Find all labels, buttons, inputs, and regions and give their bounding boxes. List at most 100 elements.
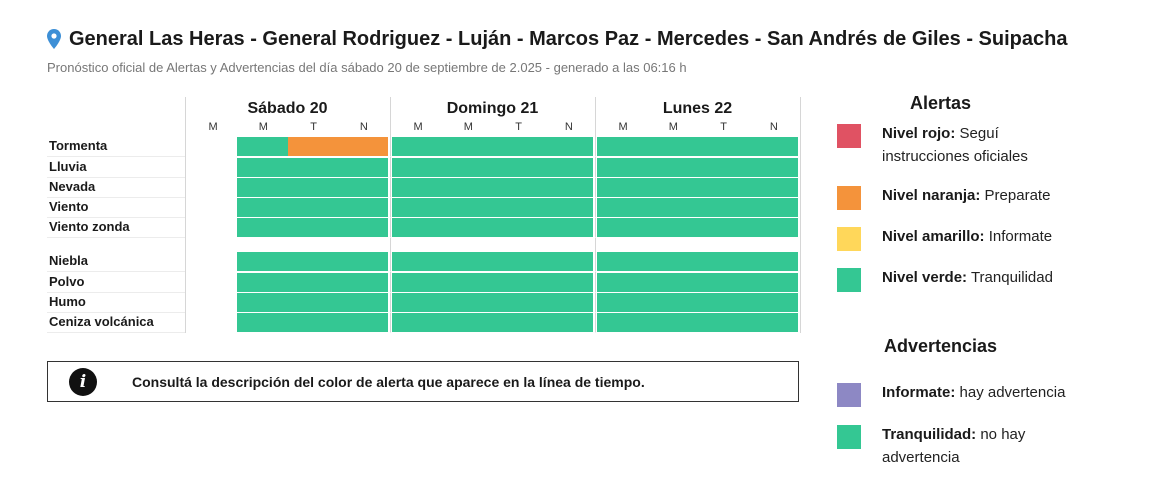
timeline-cell: [337, 158, 388, 177]
period-label: M: [413, 121, 423, 133]
timeline-cell: [747, 313, 798, 332]
period-label: N: [564, 121, 573, 133]
legend-level-desc: Informate: [988, 228, 1053, 245]
timeline-cell: [287, 137, 339, 156]
day-header: Lunes 22: [662, 100, 733, 117]
timeline-cell: [392, 198, 444, 217]
timeline-cell: [542, 293, 593, 312]
timeline-cell: [392, 158, 444, 177]
legend-level-label: Nivel naranja:: [882, 187, 981, 204]
timeline-cell: [237, 218, 289, 237]
timeline-cell: [287, 198, 339, 217]
timeline-cell: [647, 178, 699, 197]
timeline-cell: [647, 158, 699, 177]
timeline-cell: [542, 158, 593, 177]
cell-divider: [237, 197, 799, 198]
row-label-humo: Humo: [49, 294, 86, 309]
legend-item-advertencias: Tranquilidad: no hay advertencia: [882, 423, 1072, 469]
timeline-cell: [442, 273, 494, 292]
row-label-viento-zonda: Viento zonda: [49, 219, 130, 234]
advertencias-legend-title: Advertencias: [884, 336, 998, 356]
timeline-cell: [647, 313, 699, 332]
page-title: General Las Heras - General Rodriguez - …: [47, 26, 1067, 52]
legend-level-desc: hay advertencia: [959, 384, 1066, 401]
row-label-nevada: Nevada: [49, 179, 96, 194]
legend-item-alertas: Nivel naranja: Preparate: [882, 184, 1082, 207]
cell-divider: [237, 332, 799, 333]
timeline-cell: [697, 252, 749, 271]
cell-divider: [237, 156, 799, 157]
title-text: General Las Heras - General Rodriguez - …: [69, 27, 1068, 50]
timeline-cell: [747, 198, 798, 217]
legend-level-label: Nivel verde:: [882, 269, 968, 286]
cell-divider: [237, 312, 799, 313]
timeline-cell: [597, 218, 649, 237]
timeline-cell: [747, 158, 798, 177]
timeline-cell: [697, 178, 749, 197]
timeline-cell: [442, 293, 494, 312]
timeline-cell: [747, 218, 798, 237]
timeline-cell: [287, 218, 339, 237]
timeline-cell: [597, 293, 649, 312]
timeline-cell: [492, 252, 544, 271]
timeline-cell: [287, 313, 339, 332]
timeline-cell: [337, 293, 388, 312]
timeline-cell: [337, 198, 388, 217]
legend-item-alertas: Nivel rojo: Seguí instrucciones oficiale…: [882, 122, 1072, 168]
info-text: Consultá la descripción del color de ale…: [132, 374, 645, 390]
timeline-cell: [542, 198, 593, 217]
timeline-cell: [492, 158, 544, 177]
timeline-cell: [697, 293, 749, 312]
timeline-cell: [697, 218, 749, 237]
grid-separator: [595, 97, 596, 333]
timeline-cell: [542, 137, 593, 156]
row-label-ceniza-volc-nica: Ceniza volcánica: [49, 314, 154, 329]
period-label: M: [463, 121, 473, 133]
timeline-cell: [392, 293, 444, 312]
legend-level-desc: Seguí instrucciones oficiales: [882, 125, 1028, 165]
timeline-cell: [442, 252, 494, 271]
legend-swatch-amarillo: [837, 227, 861, 251]
alertas-legend-title: Alertas: [910, 93, 972, 113]
timeline-cell: [337, 218, 388, 237]
timeline-cell: [697, 273, 749, 292]
legend-level-desc: Preparate: [984, 187, 1051, 204]
timeline-cell: [337, 252, 388, 271]
timeline-cell: [237, 198, 289, 217]
legend-swatch-rojo: [837, 124, 861, 148]
grid-separator: [390, 97, 391, 333]
timeline-cell: [647, 252, 699, 271]
legend-item-alertas: Nivel amarillo: Informate: [882, 225, 1082, 248]
timeline-cell: [597, 252, 649, 271]
timeline-cell: [287, 293, 339, 312]
period-label: M: [668, 121, 678, 133]
timeline-cell: [542, 252, 593, 271]
timeline-cell: [392, 137, 444, 156]
timeline-cell: [647, 137, 699, 156]
info-box: i Consultá la descripción del color de a…: [47, 361, 799, 402]
timeline-cell: [442, 137, 494, 156]
timeline-cell: [747, 273, 798, 292]
timeline-cell: [237, 293, 289, 312]
legend-swatch-verde: [837, 425, 861, 449]
legend-level-label: Informate:: [882, 384, 956, 401]
legend-level-desc: no hay advertencia: [882, 426, 1026, 466]
timeline-cell: [392, 178, 444, 197]
timeline-cell: [237, 137, 289, 156]
timeline-cell: [647, 293, 699, 312]
timeline-cell: [747, 178, 798, 197]
timeline-cell: [597, 178, 649, 197]
row-label-tormenta: Tormenta: [49, 138, 108, 153]
timeline-cell: [392, 273, 444, 292]
timeline-cell: [442, 313, 494, 332]
row-divider: [47, 177, 185, 178]
timeline-cell: [647, 198, 699, 217]
timeline-cell: [542, 218, 593, 237]
row-label-viento: Viento: [49, 199, 89, 214]
timeline-cell: [542, 178, 593, 197]
timeline-cell: [597, 313, 649, 332]
timeline-cell: [647, 218, 699, 237]
timeline-cell: [647, 273, 699, 292]
timeline-cell: [697, 198, 749, 217]
forecast-subtitle: Pronóstico oficial de Alertas y Adverten…: [47, 60, 687, 75]
